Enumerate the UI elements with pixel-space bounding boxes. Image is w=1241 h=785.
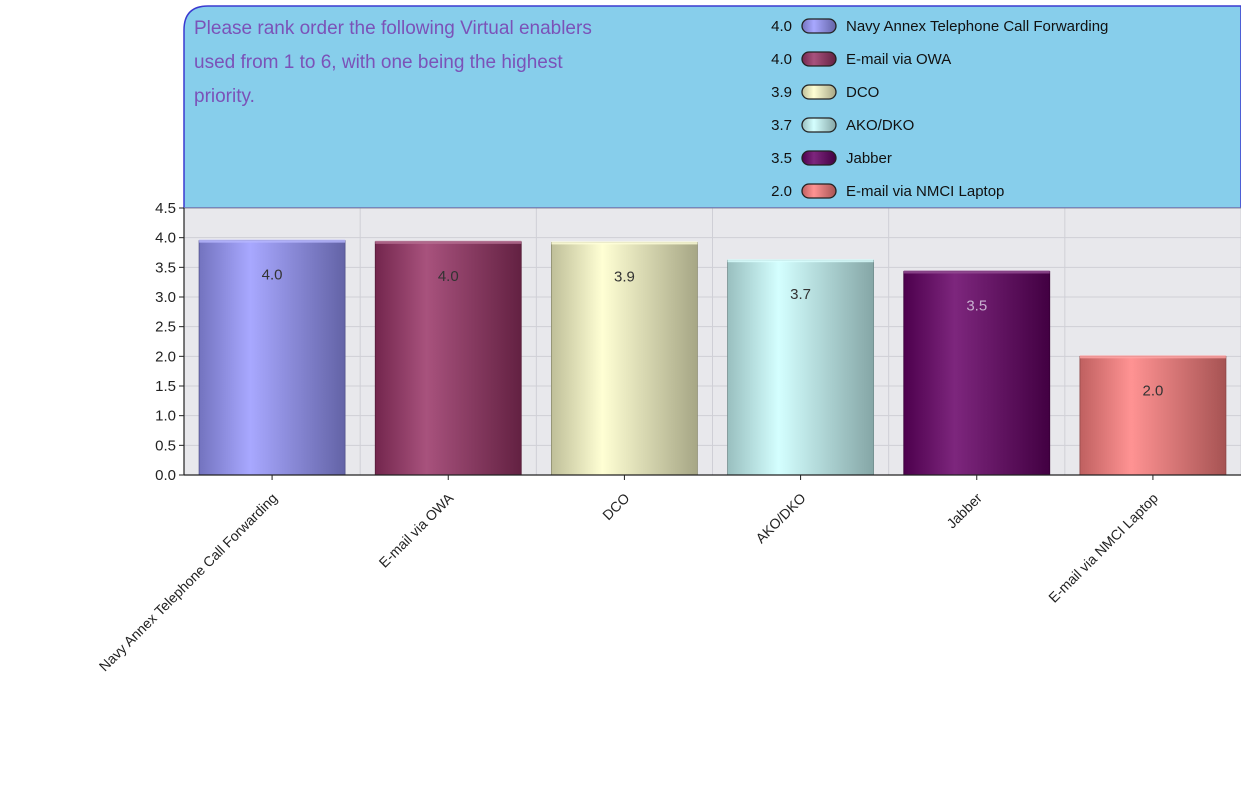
y-tick-label: 4.5 [155, 200, 176, 217]
y-tick-label: 3.5 [155, 259, 176, 276]
legend-swatch [801, 150, 837, 166]
legend-swatch [801, 84, 837, 100]
legend-swatch [801, 51, 837, 67]
y-tick-label: 3.0 [155, 289, 176, 306]
y-tick-label: 1.5 [155, 378, 176, 395]
bar-cap [903, 270, 1050, 274]
x-axis: Navy Annex Telephone Call Forwarding E-ma… [96, 474, 1241, 674]
bar [727, 259, 874, 476]
chart-legend: 4.0 Navy Annex Telephone Call Forwarding 4… [771, 18, 1108, 200]
chart-title-line-1: Please rank order the following Virtual … [194, 18, 592, 39]
x-tick-label: E-mail via NMCI Laptop [1045, 490, 1161, 606]
legend-label: E-mail via NMCI Laptop [846, 183, 1004, 200]
y-tick-label: 4.0 [155, 230, 176, 247]
y-tick-label: 1.0 [155, 408, 176, 425]
bar-cap [727, 259, 874, 263]
bar [1079, 355, 1227, 476]
bar-cap [199, 239, 346, 243]
y-axis: 0.0 0.5 1.0 1.5 2.0 2.5 3.0 3.5 4.0 4.5 [155, 200, 185, 484]
chart-title-line-3: priority. [194, 86, 255, 107]
bar-cap [551, 241, 698, 245]
bar-data-label: 3.7 [790, 286, 811, 303]
chart-title-line-2: used from 1 to 6, with one being the hig… [194, 52, 563, 73]
bar-cap [375, 240, 522, 244]
legend-label: E-mail via OWA [846, 51, 951, 68]
y-tick-label: 2.0 [155, 348, 176, 365]
legend-swatch [801, 18, 837, 34]
legend-swatch [801, 117, 837, 133]
bar [551, 242, 698, 476]
x-tick-label: DCO [599, 490, 632, 523]
legend-value: 2.0 [771, 183, 792, 200]
bar-data-label: 4.0 [438, 268, 459, 285]
chart-title: Please rank order the following Virtual … [194, 18, 597, 107]
legend-label: Navy Annex Telephone Call Forwarding [846, 18, 1108, 35]
legend-swatch [801, 183, 837, 199]
legend-value: 3.5 [771, 150, 792, 167]
legend-value: 4.0 [771, 18, 792, 35]
bar-series: 4.0 4.0 3.9 3.7 3.5 2.0 [198, 239, 1227, 476]
x-tick-label: AKO/DKO [752, 490, 809, 547]
header-panel [183, 5, 1241, 209]
x-tick-label: E-mail via OWA [376, 489, 457, 570]
x-tick-label: Jabber [943, 490, 985, 532]
bar-data-label: 4.0 [262, 267, 283, 284]
bar-data-label: 3.5 [966, 297, 987, 314]
legend-value: 4.0 [771, 51, 792, 68]
bar-data-label: 3.9 [614, 268, 635, 285]
bar [198, 240, 346, 476]
y-tick-label: 0.5 [155, 437, 176, 454]
bar-data-label: 2.0 [1142, 382, 1163, 399]
bar-cap [1079, 355, 1226, 359]
legend-value: 3.7 [771, 117, 792, 134]
legend-label: AKO/DKO [846, 117, 914, 134]
legend-value: 3.9 [771, 84, 792, 101]
y-tick-label: 2.5 [155, 319, 176, 336]
bar [374, 241, 522, 476]
y-tick-label: 0.0 [155, 467, 176, 484]
legend-label: Jabber [846, 150, 892, 167]
x-tick-label: Navy Annex Telephone Call Forwarding [96, 490, 280, 674]
legend-label: DCO [846, 84, 879, 101]
